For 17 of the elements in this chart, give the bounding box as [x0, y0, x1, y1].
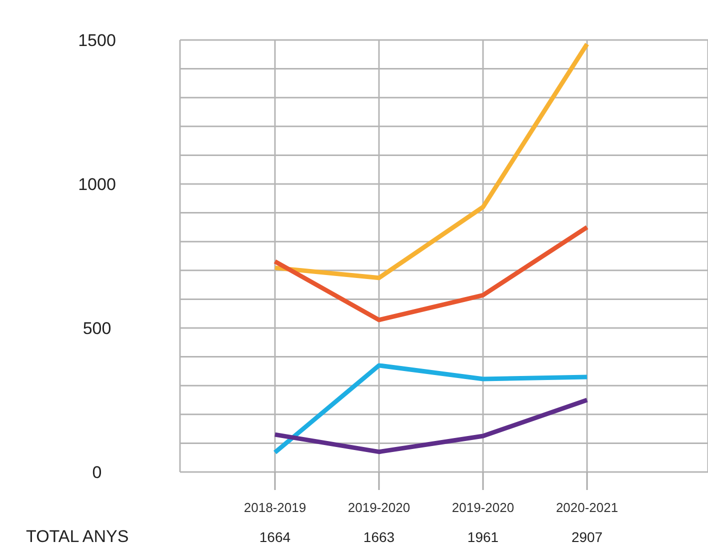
text: 2907 [571, 529, 603, 545]
x-tick-label: 2019-2020 [452, 500, 514, 515]
y-tick-label: 0 [92, 463, 102, 482]
y-tick-label: 500 [82, 319, 112, 338]
y-tick-label: 1000 [78, 175, 116, 194]
text: 1663 [363, 529, 395, 545]
x-tick-label: 2020-2021 [556, 500, 618, 515]
text: 1961 [467, 529, 499, 545]
line-series [272, 363, 590, 455]
text: TOTAL ANYS [26, 527, 129, 547]
x-tick-label: 2019-2020 [348, 500, 410, 515]
line-series [272, 398, 590, 454]
line-series [272, 224, 590, 322]
line-series [272, 42, 590, 280]
x-tick-label: 2018-2019 [244, 500, 306, 515]
y-tick-label: 1500 [78, 31, 116, 50]
text: 1664 [259, 529, 291, 545]
